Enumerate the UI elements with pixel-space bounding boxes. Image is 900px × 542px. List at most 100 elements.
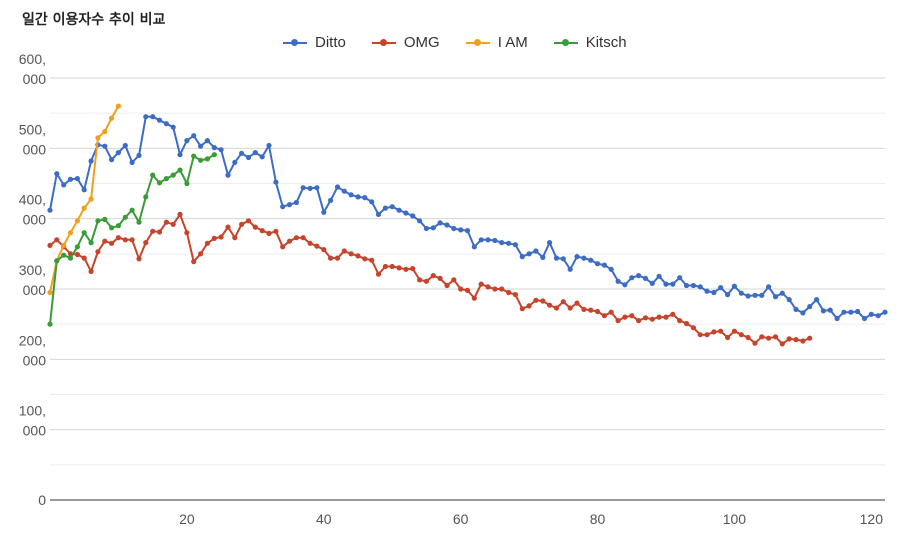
data-point-omg[interactable]: [677, 318, 683, 324]
data-point-omg[interactable]: [622, 314, 628, 320]
data-point-ditto[interactable]: [820, 308, 827, 314]
data-point-ditto[interactable]: [786, 297, 792, 303]
data-point-ditto[interactable]: [218, 147, 224, 153]
data-point-omg[interactable]: [54, 237, 60, 243]
data-point-omg[interactable]: [786, 336, 792, 342]
data-point-omg[interactable]: [204, 240, 210, 246]
data-point-omg[interactable]: [553, 305, 560, 311]
data-point-omg[interactable]: [177, 211, 183, 217]
data-point-ditto[interactable]: [766, 284, 772, 290]
data-point-ditto[interactable]: [211, 145, 217, 151]
data-point-kitsch[interactable]: [109, 225, 115, 231]
data-point-ditto[interactable]: [772, 294, 779, 300]
data-point-i-am[interactable]: [47, 289, 53, 296]
data-point-ditto[interactable]: [526, 251, 532, 257]
data-point-kitsch[interactable]: [156, 180, 163, 186]
data-point-ditto[interactable]: [848, 309, 854, 315]
data-point-omg[interactable]: [752, 340, 758, 346]
data-point-ditto[interactable]: [61, 182, 67, 188]
data-point-omg[interactable]: [725, 334, 731, 341]
data-point-i-am[interactable]: [81, 205, 87, 211]
data-point-omg[interactable]: [759, 334, 765, 340]
data-point-i-am[interactable]: [67, 230, 74, 236]
data-point-omg[interactable]: [348, 251, 354, 257]
data-point-omg[interactable]: [150, 228, 156, 234]
data-point-kitsch[interactable]: [136, 219, 142, 225]
data-point-omg[interactable]: [594, 308, 601, 315]
data-point-ditto[interactable]: [574, 254, 580, 260]
data-point-ditto[interactable]: [341, 188, 347, 194]
data-point-ditto[interactable]: [553, 255, 560, 261]
data-point-omg[interactable]: [772, 334, 779, 340]
data-point-omg[interactable]: [410, 266, 416, 272]
data-point-omg[interactable]: [437, 275, 443, 281]
data-point-kitsch[interactable]: [122, 214, 128, 220]
data-point-omg[interactable]: [512, 292, 519, 298]
data-point-ditto[interactable]: [725, 292, 731, 298]
data-point-i-am[interactable]: [115, 103, 121, 109]
data-point-kitsch[interactable]: [211, 152, 217, 158]
data-point-omg[interactable]: [191, 259, 197, 265]
data-point-omg[interactable]: [115, 235, 121, 241]
data-point-ditto[interactable]: [814, 297, 820, 303]
legend-item-ditto[interactable]: Ditto: [283, 34, 346, 51]
data-point-ditto[interactable]: [47, 207, 53, 213]
data-point-ditto[interactable]: [636, 273, 642, 279]
data-point-omg[interactable]: [745, 334, 751, 341]
data-point-ditto[interactable]: [731, 283, 738, 289]
data-point-ditto[interactable]: [588, 257, 594, 263]
data-point-ditto[interactable]: [232, 159, 238, 165]
data-point-omg[interactable]: [293, 235, 299, 241]
data-point-ditto[interactable]: [225, 172, 231, 178]
data-point-ditto[interactable]: [423, 225, 429, 232]
data-point-ditto[interactable]: [759, 292, 765, 298]
data-point-omg[interactable]: [800, 338, 806, 344]
data-point-omg[interactable]: [417, 277, 423, 283]
data-point-ditto[interactable]: [88, 158, 94, 164]
data-point-omg[interactable]: [81, 255, 87, 261]
data-point-ditto[interactable]: [252, 150, 258, 156]
data-point-omg[interactable]: [478, 281, 484, 287]
data-point-ditto[interactable]: [81, 187, 87, 193]
data-point-i-am[interactable]: [109, 115, 115, 121]
data-point-omg[interactable]: [451, 277, 457, 283]
data-point-ditto[interactable]: [410, 213, 416, 219]
data-point-ditto[interactable]: [156, 117, 163, 123]
data-point-ditto[interactable]: [882, 309, 888, 315]
data-point-kitsch[interactable]: [184, 180, 190, 187]
data-point-ditto[interactable]: [150, 114, 156, 120]
data-point-kitsch[interactable]: [191, 153, 197, 159]
data-point-ditto[interactable]: [745, 293, 751, 299]
data-point-ditto[interactable]: [115, 150, 121, 156]
data-point-omg[interactable]: [266, 230, 272, 236]
data-point-ditto[interactable]: [266, 142, 272, 149]
data-point-omg[interactable]: [547, 302, 553, 308]
data-point-kitsch[interactable]: [61, 252, 67, 258]
data-point-ditto[interactable]: [191, 133, 197, 139]
data-point-kitsch[interactable]: [67, 255, 74, 261]
data-point-omg[interactable]: [649, 316, 655, 322]
data-point-ditto[interactable]: [608, 266, 614, 272]
data-point-omg[interactable]: [697, 332, 703, 338]
data-point-kitsch[interactable]: [81, 230, 87, 236]
data-point-ditto[interactable]: [136, 152, 142, 158]
data-point-ditto[interactable]: [348, 192, 354, 198]
data-point-omg[interactable]: [526, 303, 532, 309]
data-point-ditto[interactable]: [458, 227, 464, 233]
data-point-omg[interactable]: [704, 332, 710, 338]
data-point-omg[interactable]: [608, 309, 614, 315]
data-point-kitsch[interactable]: [95, 218, 101, 224]
data-point-ditto[interactable]: [334, 184, 341, 190]
data-point-omg[interactable]: [670, 311, 676, 317]
data-point-kitsch[interactable]: [115, 223, 121, 229]
data-point-ditto[interactable]: [464, 228, 471, 234]
data-point-ditto[interactable]: [362, 195, 368, 201]
data-point-ditto[interactable]: [122, 142, 128, 149]
data-point-omg[interactable]: [362, 256, 368, 262]
data-point-omg[interactable]: [170, 221, 176, 227]
data-point-ditto[interactable]: [622, 282, 628, 288]
data-point-ditto[interactable]: [74, 176, 80, 182]
data-point-ditto[interactable]: [286, 202, 293, 208]
data-point-ditto[interactable]: [485, 237, 491, 243]
data-point-ditto[interactable]: [184, 138, 190, 144]
